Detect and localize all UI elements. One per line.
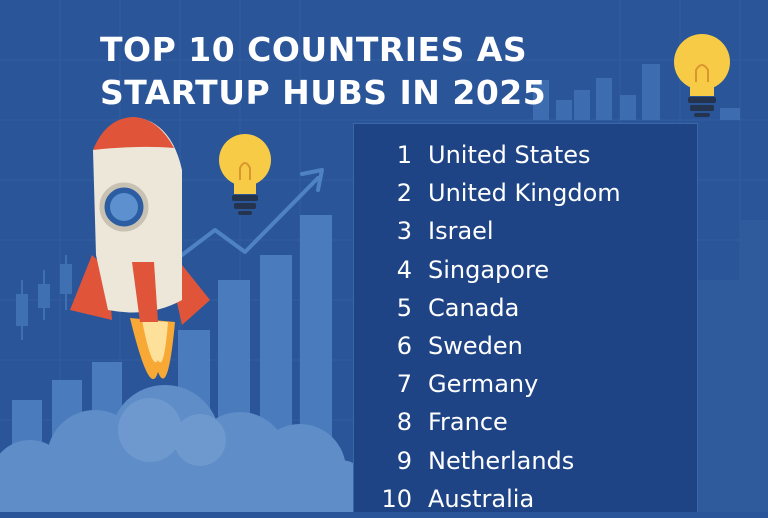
- country-name: United States: [428, 141, 591, 170]
- candlestick-icon: [16, 255, 72, 340]
- list-item: 9 Netherlands: [354, 442, 697, 480]
- rank-number: 4: [396, 255, 412, 284]
- country-name: Israel: [428, 217, 494, 246]
- country-name: France: [428, 408, 508, 437]
- rank-number: 8: [396, 408, 412, 437]
- lightbulb-icon-top-right: [674, 34, 730, 117]
- page-title: TOP 10 COUNTRIES AS STARTUP HUBS IN 2025: [100, 28, 560, 114]
- country-name: United Kingdom: [428, 179, 621, 208]
- rank-number: 1: [396, 141, 412, 170]
- rocket-icon: [70, 117, 210, 380]
- list-item: 4 Singapore: [354, 251, 697, 289]
- country-name: Canada: [428, 293, 520, 322]
- country-name: Singapore: [428, 255, 550, 284]
- rank-number: 10: [381, 484, 412, 513]
- city-silhouette: [698, 220, 768, 512]
- rank-number: 7: [396, 370, 412, 399]
- rank-number: 3: [396, 217, 412, 246]
- rank-number: 9: [396, 446, 412, 475]
- country-name: Germany: [428, 370, 539, 399]
- country-name: Australia: [428, 484, 535, 513]
- list-item: 8 France: [354, 403, 697, 441]
- trend-arrow-icon: [176, 168, 324, 260]
- list-item: 5 Canada: [354, 289, 697, 327]
- lightbulb-icon: [219, 134, 271, 215]
- rank-number: 6: [396, 332, 412, 361]
- title-line-1: TOP 10 COUNTRIES AS: [100, 30, 528, 69]
- list-item: 1 United States: [354, 136, 697, 174]
- cloud-highlight: [118, 398, 226, 466]
- rank-number: 2: [396, 179, 412, 208]
- list-item: 10 Australia: [354, 480, 697, 518]
- ranking-panel: 1 United States 2 United Kingdom 3 Israe…: [353, 123, 698, 513]
- bar-chart-icon-right: [533, 64, 740, 120]
- title-line-2: STARTUP HUBS IN 2025: [100, 73, 547, 112]
- rank-number: 5: [396, 293, 412, 322]
- list-item: 2 United Kingdom: [354, 174, 697, 212]
- country-name: Sweden: [428, 332, 523, 361]
- list-item: 6 Sweden: [354, 327, 697, 365]
- ranking-list: 1 United States 2 United Kingdom 3 Israe…: [354, 136, 697, 518]
- country-name: Netherlands: [428, 446, 575, 475]
- list-item: 7 Germany: [354, 365, 697, 403]
- list-item: 3 Israel: [354, 212, 697, 250]
